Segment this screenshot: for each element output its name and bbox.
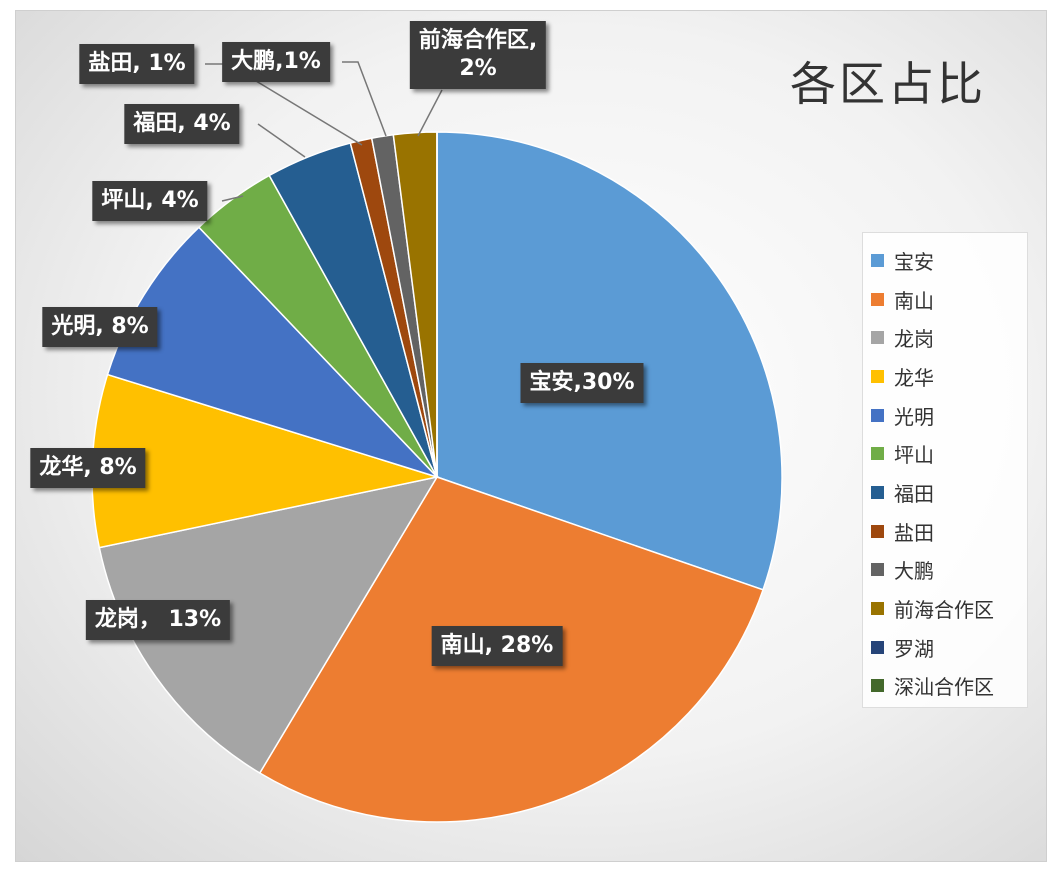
legend-swatch [871, 640, 884, 654]
legend-label: 宝安 [894, 249, 934, 274]
data-label: 宝安,30% [520, 363, 644, 403]
legend-item: 宝安 [863, 241, 1027, 280]
pie-slice [106, 226, 440, 479]
legend-item: 龙岗 [863, 318, 1027, 357]
data-label: 坪山, 4% [92, 181, 208, 221]
data-label: 南山, 28% [431, 626, 563, 666]
legend-label: 大鹏 [894, 559, 934, 584]
leader-line [417, 89, 443, 137]
legend-swatch [871, 369, 884, 383]
data-label: 盐田, 1% [79, 44, 195, 84]
legend-label: 龙岗 [894, 327, 934, 352]
legend-swatch [871, 292, 884, 306]
legend-item: 光明 [863, 396, 1027, 435]
data-label: 福田, 4% [124, 104, 240, 144]
legend: 宝安南山龙岗龙华光明坪山福田盐田大鹏前海合作区罗湖深汕合作区 [862, 232, 1028, 708]
legend-label: 深汕合作区 [894, 675, 994, 700]
data-label: 大鹏,1% [222, 42, 330, 82]
data-label: 前海合作区, 2% [409, 21, 547, 89]
leader-line [257, 123, 306, 158]
legend-swatch [871, 331, 884, 345]
legend-item: 坪山 [863, 434, 1027, 473]
legend-item: 龙华 [863, 357, 1027, 396]
legend-item: 前海合作区 [863, 589, 1027, 628]
data-label: 龙岗， 13% [85, 600, 231, 640]
legend-swatch [871, 679, 884, 693]
data-label: 光明, 8% [42, 307, 158, 347]
legend-swatch [871, 524, 884, 538]
pie-slice [436, 131, 783, 591]
legend-label: 龙华 [894, 365, 934, 390]
legend-item: 大鹏 [863, 551, 1027, 590]
legend-item: 福田 [863, 473, 1027, 512]
legend-swatch [871, 563, 884, 577]
legend-label: 南山 [894, 288, 934, 313]
legend-item: 罗湖 [863, 628, 1027, 667]
legend-item: 盐田 [863, 512, 1027, 551]
legend-label: 福田 [894, 481, 934, 506]
chart-title: 各区占比 [790, 57, 986, 111]
legend-label: 前海合作区 [894, 598, 994, 623]
legend-swatch [871, 253, 884, 267]
legend-label: 坪山 [894, 443, 934, 468]
legend-swatch [871, 447, 884, 461]
data-label: 龙华, 8% [30, 448, 146, 488]
legend-label: 罗湖 [894, 636, 934, 661]
legend-swatch [871, 408, 884, 422]
leader-line [342, 61, 387, 137]
pie-slice [98, 475, 439, 775]
legend-item: 南山 [863, 280, 1027, 319]
legend-item: 深汕合作区 [863, 667, 1027, 706]
legend-label: 光明 [894, 404, 934, 429]
legend-swatch [871, 485, 884, 499]
legend-swatch [871, 602, 884, 616]
legend-label: 盐田 [894, 520, 934, 545]
leader-line [221, 195, 244, 202]
